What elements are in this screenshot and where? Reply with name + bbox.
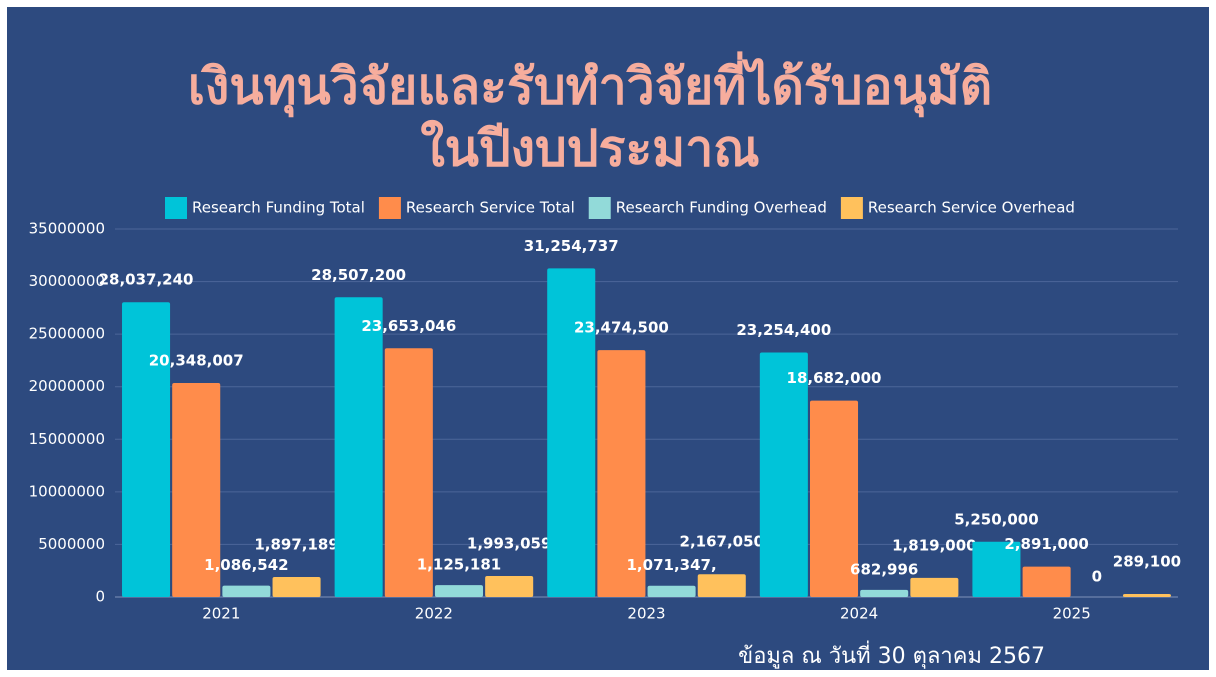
data-label: 1,993,059 bbox=[467, 535, 551, 553]
data-label: 1,897,189 bbox=[254, 536, 338, 554]
data-label: 23,474,500 bbox=[574, 319, 669, 337]
y-tick-label: 20000000 bbox=[29, 377, 105, 395]
data-label: 1,819,000 bbox=[892, 536, 976, 554]
data-label: 1,071,347, bbox=[627, 556, 717, 574]
bar bbox=[860, 589, 909, 597]
bar bbox=[910, 577, 959, 597]
bar bbox=[222, 585, 271, 597]
bar bbox=[597, 350, 646, 597]
x-tick-label: 2023 bbox=[627, 605, 665, 623]
data-label: 23,653,046 bbox=[361, 317, 456, 335]
bar bbox=[122, 302, 171, 597]
bar bbox=[1022, 566, 1071, 597]
legend-swatch bbox=[378, 197, 401, 219]
legend-label: Research Service Overhead bbox=[868, 199, 1075, 217]
bar bbox=[547, 268, 596, 597]
data-label: 1,086,542 bbox=[204, 556, 288, 574]
y-tick-label: 25000000 bbox=[29, 325, 105, 343]
data-label: 0 bbox=[1092, 568, 1102, 586]
y-tick-label: 5000000 bbox=[38, 535, 105, 553]
data-label: 1,125,181 bbox=[417, 556, 501, 574]
chart-title: เงินทุนวิจัยและรับทำวิจัยที่ได้รับอนุมัต… bbox=[188, 52, 992, 118]
data-label: 18,682,000 bbox=[787, 369, 882, 387]
legend-swatch bbox=[588, 197, 611, 219]
bar bbox=[697, 574, 746, 597]
legend-swatch bbox=[840, 197, 863, 219]
legend-swatch bbox=[165, 197, 187, 219]
bar bbox=[272, 577, 321, 597]
bar bbox=[384, 348, 433, 597]
chart-title: ในปีงบประมาณ bbox=[420, 120, 759, 178]
bar bbox=[809, 400, 859, 597]
data-label: 2,891,000 bbox=[1004, 535, 1088, 553]
bar bbox=[485, 576, 534, 597]
footnote: ข้อมูล ณ วันที่ 30 ตุลาคม 2567 bbox=[738, 640, 1045, 669]
x-tick-label: 2025 bbox=[1053, 605, 1091, 623]
bar bbox=[972, 541, 1021, 597]
bar bbox=[334, 297, 383, 597]
y-tick-label: 30000000 bbox=[29, 272, 105, 290]
data-label: 289,100 bbox=[1113, 552, 1181, 570]
y-tick-label: 15000000 bbox=[29, 430, 105, 448]
bar bbox=[172, 383, 221, 597]
data-label: 20,348,007 bbox=[149, 352, 244, 370]
y-tick-label: 0 bbox=[95, 588, 105, 606]
x-tick-label: 2022 bbox=[415, 605, 453, 623]
y-tick-label: 10000000 bbox=[29, 482, 105, 500]
bar bbox=[647, 585, 696, 597]
data-label: 2,167,050 bbox=[680, 533, 764, 551]
bar bbox=[1122, 593, 1171, 597]
data-label: 31,254,737 bbox=[524, 237, 619, 255]
data-label: 28,037,240 bbox=[99, 271, 194, 289]
x-tick-label: 2021 bbox=[202, 605, 240, 623]
bar bbox=[759, 352, 808, 597]
legend-label: Research Funding Overhead bbox=[616, 199, 827, 217]
data-label: 23,254,400 bbox=[736, 321, 831, 339]
data-label: 5,250,000 bbox=[954, 510, 1038, 528]
legend-label: Research Funding Total bbox=[192, 199, 365, 217]
data-label: 682,996 bbox=[850, 560, 918, 578]
data-label: 28,507,200 bbox=[311, 266, 406, 284]
legend-label: Research Service Total bbox=[406, 199, 575, 217]
bar bbox=[434, 585, 484, 597]
x-tick-label: 2024 bbox=[840, 605, 878, 623]
y-tick-label: 35000000 bbox=[29, 220, 105, 238]
